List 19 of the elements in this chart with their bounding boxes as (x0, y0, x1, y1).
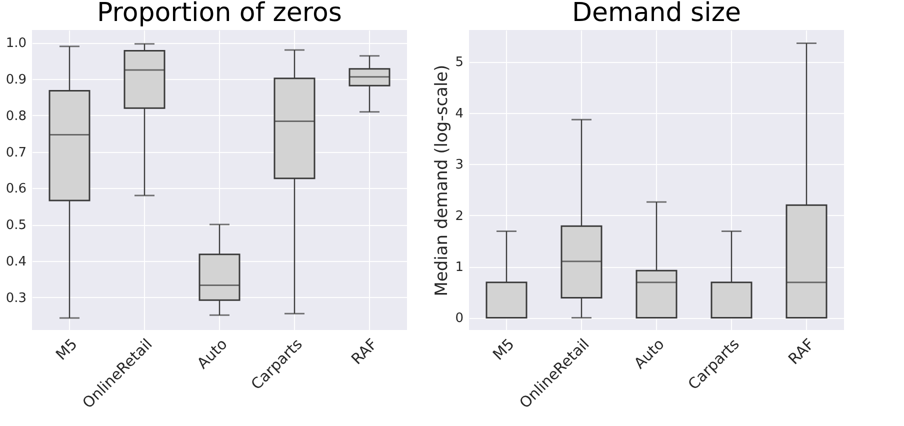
y-tick-label: 1.0 (6, 36, 26, 52)
y-axis-title: Median demand (log-scale) (432, 64, 452, 296)
y-tick-label: 4 (455, 106, 464, 122)
y-tick-label: 0.4 (6, 254, 26, 270)
x-tick-label: M5 (489, 335, 518, 364)
y-tick-label: 1 (455, 260, 464, 276)
y-tick-label: 0 (455, 311, 464, 326)
x-tick-label: M5 (52, 335, 81, 364)
y-tick-label: 0.3 (6, 290, 26, 306)
y-tick-label: 3 (455, 158, 464, 173)
y-tick-label: 0.8 (6, 108, 26, 124)
chart-title: Demand size (572, 0, 741, 28)
y-tick-label: 5 (455, 55, 464, 70)
y-tick-label: 0.6 (6, 182, 26, 197)
y-tick-label: 0.9 (6, 72, 26, 88)
y-tick-label: 2 (455, 208, 464, 224)
y-tick-label: 0.7 (6, 145, 26, 160)
y-tick-label: 0.5 (6, 218, 26, 234)
chart-title: Proportion of zeros (97, 0, 342, 28)
